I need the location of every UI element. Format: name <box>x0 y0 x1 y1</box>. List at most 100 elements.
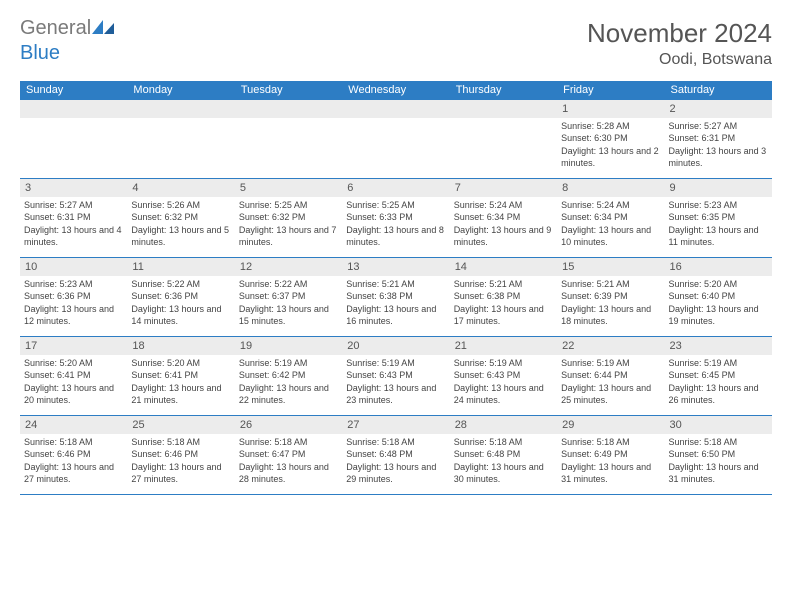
week-row: 1Sunrise: 5:28 AMSunset: 6:30 PMDaylight… <box>20 99 772 178</box>
day-info: Sunrise: 5:24 AMSunset: 6:34 PMDaylight:… <box>454 199 553 248</box>
day-number: 9 <box>665 179 772 197</box>
day-info: Sunrise: 5:18 AMSunset: 6:46 PMDaylight:… <box>131 436 230 485</box>
day-cell: 18Sunrise: 5:20 AMSunset: 6:41 PMDayligh… <box>127 337 234 415</box>
day-info: Sunrise: 5:18 AMSunset: 6:49 PMDaylight:… <box>561 436 660 485</box>
daylight-text: Daylight: 13 hours and 27 minutes. <box>24 461 123 485</box>
day-info: Sunrise: 5:18 AMSunset: 6:50 PMDaylight:… <box>669 436 768 485</box>
daylight-text: Daylight: 13 hours and 23 minutes. <box>346 382 445 406</box>
day-number: 6 <box>342 179 449 197</box>
day-cell: 2Sunrise: 5:27 AMSunset: 6:31 PMDaylight… <box>665 100 772 178</box>
logo-sail-icon <box>92 20 114 37</box>
calendar-grid: SundayMondayTuesdayWednesdayThursdayFrid… <box>20 81 772 495</box>
day-cell: 23Sunrise: 5:19 AMSunset: 6:45 PMDayligh… <box>665 337 772 415</box>
sunrise-text: Sunrise: 5:20 AM <box>24 357 123 369</box>
sunrise-text: Sunrise: 5:27 AM <box>669 120 768 132</box>
daylight-text: Daylight: 13 hours and 4 minutes. <box>24 224 123 248</box>
sunset-text: Sunset: 6:34 PM <box>454 211 553 223</box>
daylight-text: Daylight: 13 hours and 14 minutes. <box>131 303 230 327</box>
day-number <box>20 100 127 118</box>
day-info: Sunrise: 5:22 AMSunset: 6:37 PMDaylight:… <box>239 278 338 327</box>
sunset-text: Sunset: 6:46 PM <box>131 448 230 460</box>
sunrise-text: Sunrise: 5:21 AM <box>561 278 660 290</box>
sunset-text: Sunset: 6:50 PM <box>669 448 768 460</box>
day-number <box>342 100 449 118</box>
day-cell: 4Sunrise: 5:26 AMSunset: 6:32 PMDaylight… <box>127 179 234 257</box>
day-info: Sunrise: 5:27 AMSunset: 6:31 PMDaylight:… <box>669 120 768 169</box>
page-header: General Blue November 2024 Oodi, Botswan… <box>20 18 772 69</box>
day-info: Sunrise: 5:22 AMSunset: 6:36 PMDaylight:… <box>131 278 230 327</box>
sunset-text: Sunset: 6:34 PM <box>561 211 660 223</box>
day-info: Sunrise: 5:18 AMSunset: 6:48 PMDaylight:… <box>454 436 553 485</box>
day-cell: 19Sunrise: 5:19 AMSunset: 6:42 PMDayligh… <box>235 337 342 415</box>
sunrise-text: Sunrise: 5:20 AM <box>669 278 768 290</box>
day-cell: 10Sunrise: 5:23 AMSunset: 6:36 PMDayligh… <box>20 258 127 336</box>
daylight-text: Daylight: 13 hours and 21 minutes. <box>131 382 230 406</box>
sunset-text: Sunset: 6:32 PM <box>239 211 338 223</box>
sunrise-text: Sunrise: 5:24 AM <box>454 199 553 211</box>
day-cell: 16Sunrise: 5:20 AMSunset: 6:40 PMDayligh… <box>665 258 772 336</box>
sunrise-text: Sunrise: 5:23 AM <box>24 278 123 290</box>
day-number: 4 <box>127 179 234 197</box>
day-info: Sunrise: 5:21 AMSunset: 6:38 PMDaylight:… <box>454 278 553 327</box>
day-cell: 14Sunrise: 5:21 AMSunset: 6:38 PMDayligh… <box>450 258 557 336</box>
sunset-text: Sunset: 6:49 PM <box>561 448 660 460</box>
day-number: 1 <box>557 100 664 118</box>
day-cell: 27Sunrise: 5:18 AMSunset: 6:48 PMDayligh… <box>342 416 449 494</box>
day-info: Sunrise: 5:21 AMSunset: 6:39 PMDaylight:… <box>561 278 660 327</box>
sunset-text: Sunset: 6:35 PM <box>669 211 768 223</box>
location-label: Oodi, Botswana <box>587 51 772 69</box>
dow-cell: Friday <box>557 81 664 99</box>
day-info: Sunrise: 5:19 AMSunset: 6:43 PMDaylight:… <box>346 357 445 406</box>
calendar-page: General Blue November 2024 Oodi, Botswan… <box>0 0 792 505</box>
dow-cell: Tuesday <box>235 81 342 99</box>
daylight-text: Daylight: 13 hours and 25 minutes. <box>561 382 660 406</box>
daylight-text: Daylight: 13 hours and 30 minutes. <box>454 461 553 485</box>
day-number: 24 <box>20 416 127 434</box>
daylight-text: Daylight: 13 hours and 29 minutes. <box>346 461 445 485</box>
day-cell <box>342 100 449 178</box>
sunset-text: Sunset: 6:45 PM <box>669 369 768 381</box>
day-cell: 13Sunrise: 5:21 AMSunset: 6:38 PMDayligh… <box>342 258 449 336</box>
sunset-text: Sunset: 6:36 PM <box>131 290 230 302</box>
daylight-text: Daylight: 13 hours and 17 minutes. <box>454 303 553 327</box>
day-cell <box>127 100 234 178</box>
sunrise-text: Sunrise: 5:19 AM <box>346 357 445 369</box>
daylight-text: Daylight: 13 hours and 22 minutes. <box>239 382 338 406</box>
sunrise-text: Sunrise: 5:24 AM <box>561 199 660 211</box>
day-info: Sunrise: 5:18 AMSunset: 6:47 PMDaylight:… <box>239 436 338 485</box>
day-cell: 3Sunrise: 5:27 AMSunset: 6:31 PMDaylight… <box>20 179 127 257</box>
day-number: 30 <box>665 416 772 434</box>
sunrise-text: Sunrise: 5:27 AM <box>24 199 123 211</box>
sunset-text: Sunset: 6:30 PM <box>561 132 660 144</box>
day-info: Sunrise: 5:19 AMSunset: 6:43 PMDaylight:… <box>454 357 553 406</box>
day-number: 27 <box>342 416 449 434</box>
daylight-text: Daylight: 13 hours and 7 minutes. <box>239 224 338 248</box>
week-row: 3Sunrise: 5:27 AMSunset: 6:31 PMDaylight… <box>20 178 772 257</box>
day-cell: 26Sunrise: 5:18 AMSunset: 6:47 PMDayligh… <box>235 416 342 494</box>
sunrise-text: Sunrise: 5:21 AM <box>346 278 445 290</box>
sunset-text: Sunset: 6:43 PM <box>454 369 553 381</box>
day-info: Sunrise: 5:19 AMSunset: 6:45 PMDaylight:… <box>669 357 768 406</box>
day-number <box>127 100 234 118</box>
sunset-text: Sunset: 6:48 PM <box>454 448 553 460</box>
sunset-text: Sunset: 6:32 PM <box>131 211 230 223</box>
daylight-text: Daylight: 13 hours and 28 minutes. <box>239 461 338 485</box>
header-right: November 2024 Oodi, Botswana <box>587 18 772 69</box>
dow-cell: Monday <box>127 81 234 99</box>
daylight-text: Daylight: 13 hours and 16 minutes. <box>346 303 445 327</box>
day-cell: 15Sunrise: 5:21 AMSunset: 6:39 PMDayligh… <box>557 258 664 336</box>
day-cell: 21Sunrise: 5:19 AMSunset: 6:43 PMDayligh… <box>450 337 557 415</box>
day-cell: 29Sunrise: 5:18 AMSunset: 6:49 PMDayligh… <box>557 416 664 494</box>
sunset-text: Sunset: 6:47 PM <box>239 448 338 460</box>
day-number: 20 <box>342 337 449 355</box>
day-info: Sunrise: 5:23 AMSunset: 6:35 PMDaylight:… <box>669 199 768 248</box>
sunrise-text: Sunrise: 5:18 AM <box>239 436 338 448</box>
day-number: 7 <box>450 179 557 197</box>
day-cell: 28Sunrise: 5:18 AMSunset: 6:48 PMDayligh… <box>450 416 557 494</box>
day-cell <box>450 100 557 178</box>
day-cell: 12Sunrise: 5:22 AMSunset: 6:37 PMDayligh… <box>235 258 342 336</box>
day-info: Sunrise: 5:19 AMSunset: 6:44 PMDaylight:… <box>561 357 660 406</box>
week-row: 10Sunrise: 5:23 AMSunset: 6:36 PMDayligh… <box>20 257 772 336</box>
sunrise-text: Sunrise: 5:18 AM <box>131 436 230 448</box>
sunset-text: Sunset: 6:43 PM <box>346 369 445 381</box>
